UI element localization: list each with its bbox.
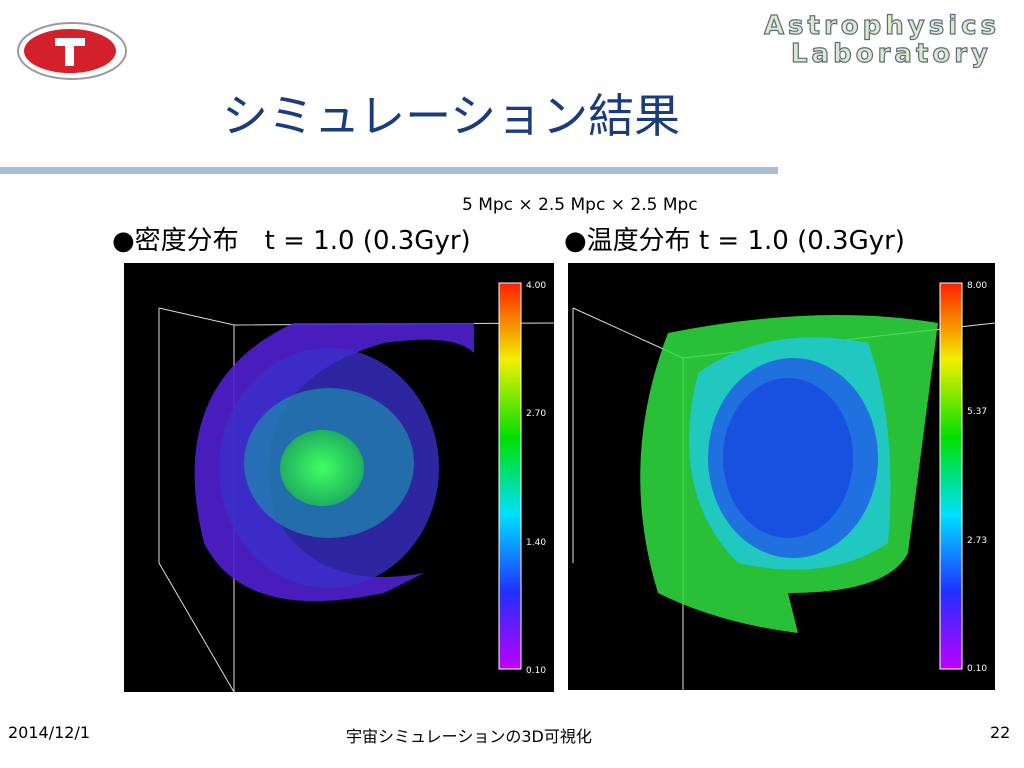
lab-line2: Laboratory [791,39,992,69]
footer-date: 2014/12/1 [8,723,91,742]
logo [17,22,127,80]
colorbar-label: 2.73 [967,536,987,546]
colorbar-label: 5.37 [967,407,987,417]
footer-title: 宇宙シミュレーションの3D可視化 [346,727,592,746]
colorbar-label: 0.10 [526,666,546,676]
panel-label: ●密度分布 t = 1.0 (0.3Gyr) [112,226,471,256]
temperature-image: 8.00 5.37 2.73 0.10 [568,263,995,690]
colorbar-label: 1.40 [526,538,546,548]
separator [0,167,778,174]
lab-logo: Astrophysics Laboratory [763,10,1000,69]
lab-line1: Astrophysics [764,11,1000,41]
colorbar-label: 4.00 [526,281,546,291]
page-number: 22 [990,723,1011,742]
title: シミュレーション結果 [222,89,681,143]
colorbar-label: 0.10 [967,664,987,674]
caption: 5 Mpc × 2.5 Mpc × 2.5 Mpc [462,195,698,215]
colorbar-label: 2.70 [526,409,546,419]
panel-label: ●温度分布 t = 1.0 (0.3Gyr) [564,226,905,256]
density-image: 4.00 2.70 1.40 0.10 [124,263,554,692]
colorbar-label: 8.00 [967,281,987,291]
